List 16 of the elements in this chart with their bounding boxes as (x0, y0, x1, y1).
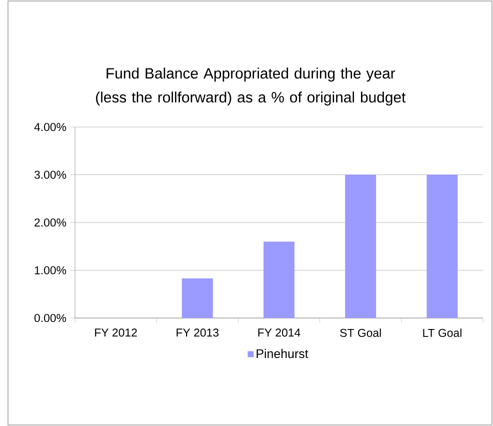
chart-title: Fund Balance Appropriated during the year (less the rollforward) as a % of original budget (96, 68, 406, 106)
y-tick-label: 4.00% (34, 122, 66, 132)
bar (345, 174, 376, 318)
x-tick-label: FY 2013 (176, 328, 219, 337)
x-tick-label: ST Goal (340, 328, 381, 337)
bar (182, 278, 213, 318)
bar (426, 174, 458, 318)
x-tick-label: FY 2014 (258, 328, 300, 337)
legend-label: Pinehurst (256, 348, 308, 358)
y-tick-label: 3.00% (34, 170, 66, 179)
x-tick-label: FY 2012 (95, 328, 137, 337)
y-tick-label: 2.00% (34, 218, 66, 227)
x-tick-label: LT Goal (423, 328, 462, 337)
bar (264, 242, 294, 318)
y-tick-label: 1.00% (34, 266, 66, 274)
y-tick-label: 0.00% (34, 314, 66, 322)
